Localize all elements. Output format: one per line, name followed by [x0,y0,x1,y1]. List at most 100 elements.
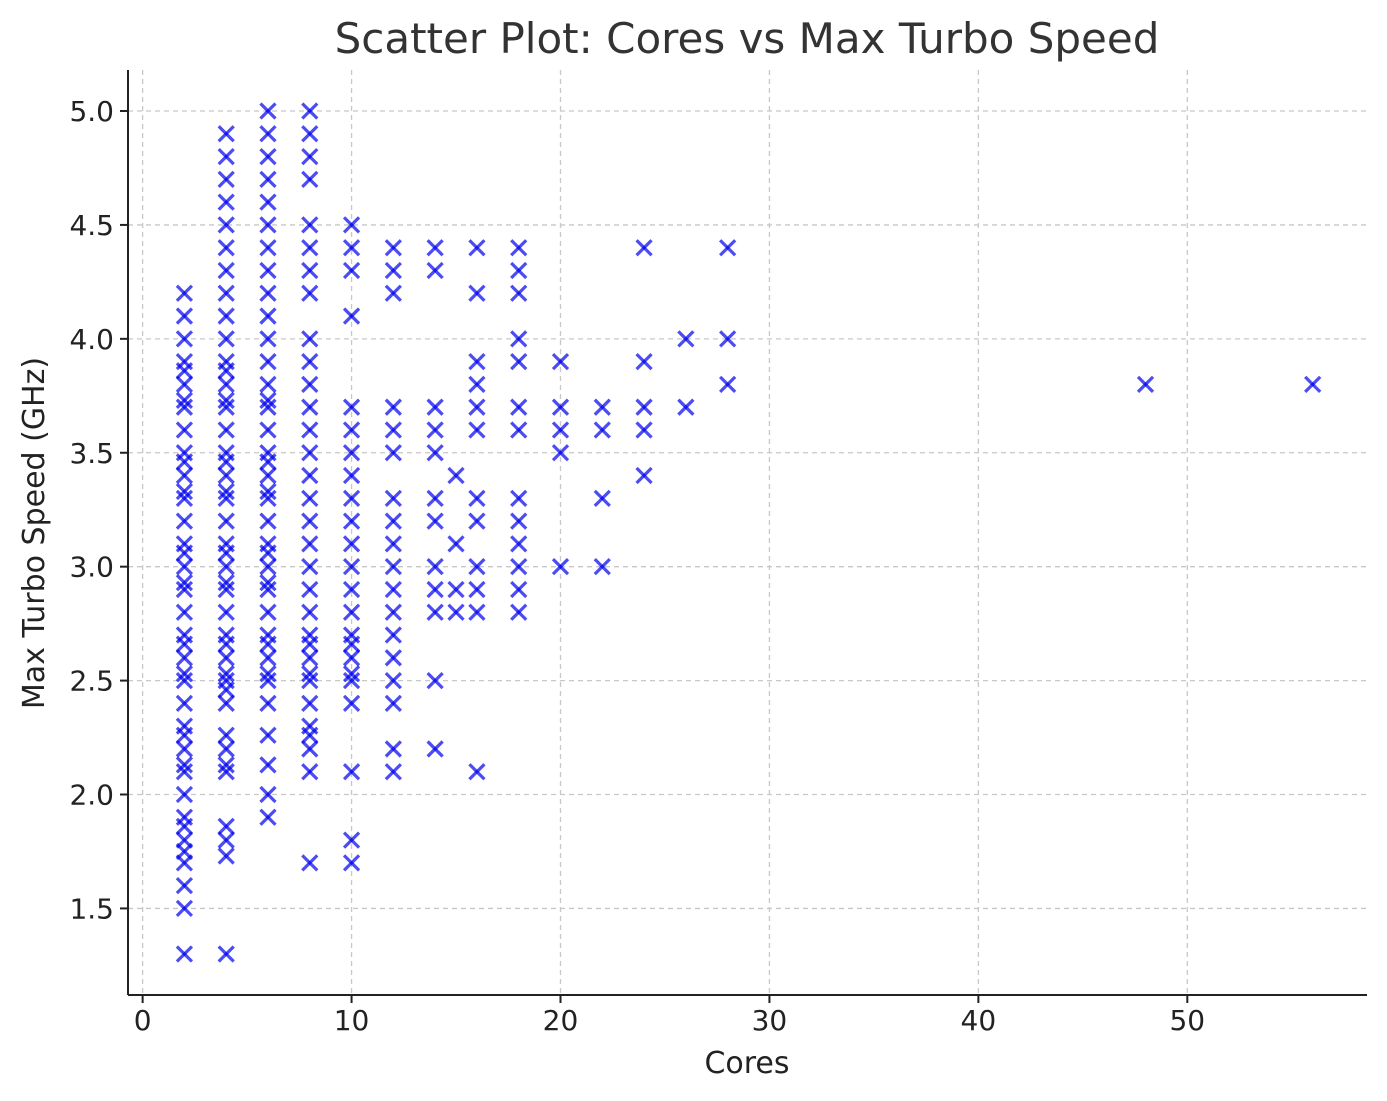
data-point [426,489,444,507]
y-tick-label: 2.5 [69,665,114,698]
data-point [301,421,319,439]
data-point [217,945,235,963]
data-point [217,665,235,683]
data-point [384,239,402,257]
data-point [301,580,319,599]
data-point [259,726,277,744]
data-point [426,421,444,439]
data-point [301,649,319,667]
data-point [175,352,194,371]
data-point [510,398,528,416]
data-point [468,284,486,302]
data-point [217,512,235,530]
data-point [301,535,319,553]
data-point [259,665,277,683]
data-point [635,421,653,439]
data-point [259,421,277,439]
data-point [175,558,194,576]
data-point [635,398,653,416]
data-point [342,649,361,667]
data-point [175,945,194,963]
data-point [384,694,402,713]
data-point [259,512,277,530]
y-axis-ticks: 1.5 2.0 2.5 3.0 3.5 4.0 4.5 5.0 [69,95,128,925]
data-point [426,558,444,576]
data-point [447,535,465,553]
data-point [217,694,235,713]
data-point [301,147,319,166]
data-point [175,535,194,553]
data-point [301,558,319,576]
data-point [384,284,402,302]
data-point [175,330,194,348]
y-tick-label: 3.5 [69,437,114,470]
data-point [301,330,319,348]
data-point [217,352,235,371]
data-point [259,102,277,120]
data-point [217,216,235,234]
data-point [384,535,402,553]
data-point [301,466,319,485]
data-point [217,626,235,644]
data-point [468,603,486,621]
data-point [384,626,402,644]
data-point [217,284,235,302]
data-point [217,535,235,553]
data-point [301,512,319,530]
data-point [217,763,235,781]
data-point [510,535,528,553]
data-point [719,330,737,348]
x-tick-label: 0 [134,1004,152,1037]
data-point [342,763,361,781]
data-point [259,466,277,485]
x-axis-ticks: 0 10 20 30 40 50 [134,995,1205,1037]
data-point [175,649,194,667]
chart-title: Scatter Plot: Cores vs Max Turbo Speed [335,14,1160,63]
data-point [342,307,361,325]
y-tick-label: 1.5 [69,892,114,925]
data-point [217,671,235,690]
data-point [510,580,528,599]
data-point [175,391,194,409]
data-point [1136,375,1155,394]
data-point [384,489,402,507]
data-point [217,421,235,439]
data-point [217,193,235,211]
data-point [384,444,402,462]
data-point [426,740,444,758]
data-point [342,421,361,439]
data-point [719,239,737,257]
data-point [175,785,194,804]
data-point [426,398,444,416]
data-point [175,482,194,501]
data-point [217,330,235,348]
data-point [301,665,319,683]
data-point [175,763,194,781]
data-point [468,352,486,371]
data-point [301,854,319,872]
data-point [301,284,319,302]
data-point [259,603,277,621]
data-point [447,603,465,621]
data-point [719,375,737,394]
data-point [384,603,402,621]
data-point [259,580,277,599]
data-point [510,558,528,576]
data-point [468,763,486,781]
data-point [175,756,194,774]
data-point [259,694,277,713]
data-point [468,558,486,576]
data-point [217,170,235,188]
data-point [175,665,194,683]
data-point [175,421,194,439]
data-point [259,558,277,576]
data-point [468,421,486,439]
data-point [259,170,277,188]
data-point [217,444,235,462]
data-point [593,421,611,439]
data-point [175,899,194,918]
data-point [301,671,319,690]
data-point [175,694,194,713]
data-point [301,102,319,120]
data-point [175,398,194,416]
